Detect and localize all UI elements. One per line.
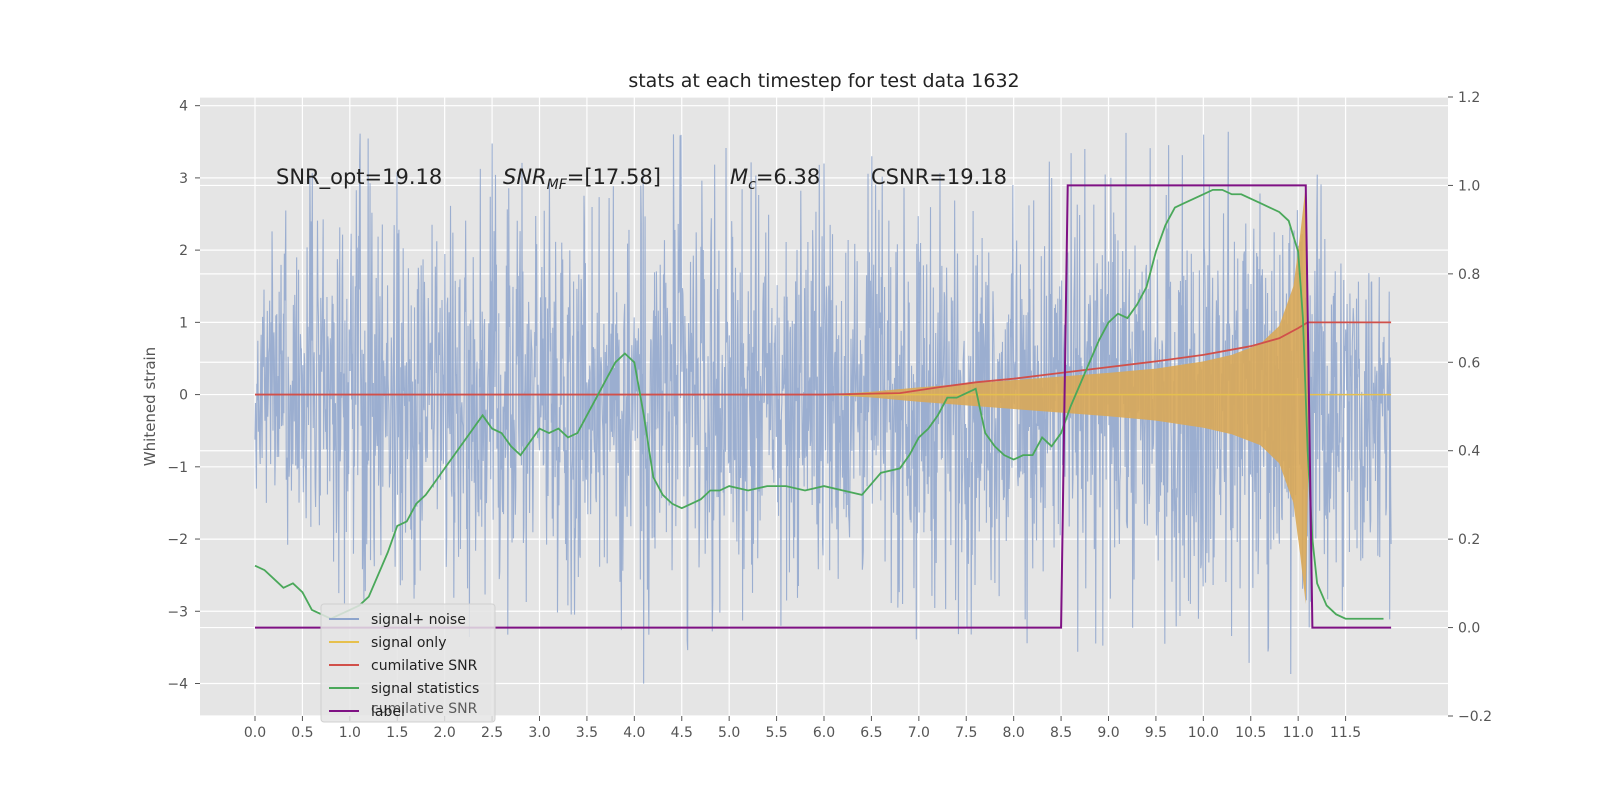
x-tick-label: 10.0 — [1188, 725, 1219, 741]
y-tick-label: 4 — [179, 99, 188, 115]
annotation-value: =6.38 — [756, 165, 820, 189]
y-tick-label: 1 — [179, 315, 188, 331]
y-tick-label: 2 — [179, 243, 188, 259]
x-tick-label: 10.5 — [1235, 725, 1266, 741]
x-tick-label: 4.0 — [623, 725, 645, 741]
legend-box — [320, 603, 496, 723]
x-tick-label: 7.5 — [955, 725, 977, 741]
y2-tick-label: 0.4 — [1458, 444, 1480, 460]
x-tick-label: 8.5 — [1050, 725, 1072, 741]
annotation: SNR_opt=19.18 — [276, 165, 442, 190]
label-line — [255, 184, 1392, 629]
annotation-subscript: c — [748, 177, 756, 193]
legend-label: cumilative SNR — [371, 658, 478, 674]
y2-tick-label: 0.0 — [1458, 621, 1480, 637]
x-tick-label: 2.5 — [481, 725, 503, 741]
x-tick-label: 3.0 — [528, 725, 550, 741]
cumulative-snr-line — [255, 321, 1392, 396]
x-tick-label: 6.5 — [860, 725, 882, 741]
legend-label: signal+ noise — [371, 612, 466, 628]
y2-tick-label: −0.2 — [1458, 709, 1492, 725]
annotation-symbol: SNR — [503, 165, 547, 189]
x-tick-label: 2.0 — [434, 725, 456, 741]
x-tick-label: 4.5 — [671, 725, 693, 741]
x-tick-label: 1.0 — [339, 725, 361, 741]
legend-label: signal statistics — [371, 681, 479, 697]
y2-tick-label: 0.2 — [1458, 532, 1480, 548]
y-tick-label: −1 — [167, 460, 188, 476]
x-tick-label: 0.5 — [291, 725, 313, 741]
y2-tick-label: 0.6 — [1458, 355, 1480, 371]
y-tick-label: 3 — [179, 171, 188, 187]
x-tick-label: 3.5 — [576, 725, 598, 741]
x-tick-label: 1.5 — [386, 725, 408, 741]
annotation: Mc=6.38 — [730, 165, 820, 193]
legend-label: signal only — [371, 635, 446, 651]
x-tick-label: 0.0 — [244, 725, 266, 741]
annotation: SNRMF=[17.58] — [503, 165, 661, 193]
x-tick-label: 9.5 — [1145, 725, 1167, 741]
x-tick-label: 11.5 — [1330, 725, 1361, 741]
chart-title: stats at each timestep for test data 163… — [628, 70, 1019, 92]
y-axis-label: Whitened strain — [141, 347, 159, 466]
annotation-value: =[17.58] — [567, 165, 661, 189]
y-tick-label: −4 — [167, 676, 188, 692]
x-tick-label: 8.0 — [1003, 725, 1025, 741]
annotation-subscript: MF — [547, 177, 568, 193]
y-tick-label: −2 — [167, 532, 188, 548]
signal-statistics-series — [254, 188, 1384, 620]
y-tick-label: −3 — [167, 604, 188, 620]
x-tick-label: 11.0 — [1283, 725, 1314, 741]
label-series — [255, 184, 1392, 629]
axes: 0.0 0.5 1.0 1.5 2.0 2.5 3.0 3.5 4.0 4.5 5.0 5.5 6.0 6… — [167, 90, 1492, 741]
signal-only-series — [824, 185, 1392, 605]
x-tick-label: 5.0 — [718, 725, 740, 741]
ghost-legend-text: cumilative SNR — [371, 701, 478, 717]
y2-tick-label: 1.0 — [1458, 178, 1480, 194]
x-tick-label: 6.0 — [813, 725, 835, 741]
x-tick-label: 7.0 — [908, 725, 930, 741]
signal-statistics-line — [254, 188, 1384, 620]
x-tick-label: 9.0 — [1097, 725, 1119, 741]
x-tick-label: 5.5 — [765, 725, 787, 741]
legend: cumilative SNR signal+ noise signal only cu… — [320, 603, 496, 723]
annotation-symbol: M — [730, 165, 748, 189]
y-tick-label: 0 — [179, 388, 188, 404]
annotation: CSNR=19.18 — [871, 165, 1007, 189]
annotations: SNR_opt=19.18 SNRMF=[17.58] Mc=6.38 CSNR=19… — [276, 165, 1007, 193]
y2-tick-label: 1.2 — [1458, 90, 1480, 106]
y2-tick-label: 0.8 — [1458, 267, 1480, 283]
cumulative-snr-series — [255, 321, 1392, 396]
legend-label: label — [371, 704, 405, 720]
